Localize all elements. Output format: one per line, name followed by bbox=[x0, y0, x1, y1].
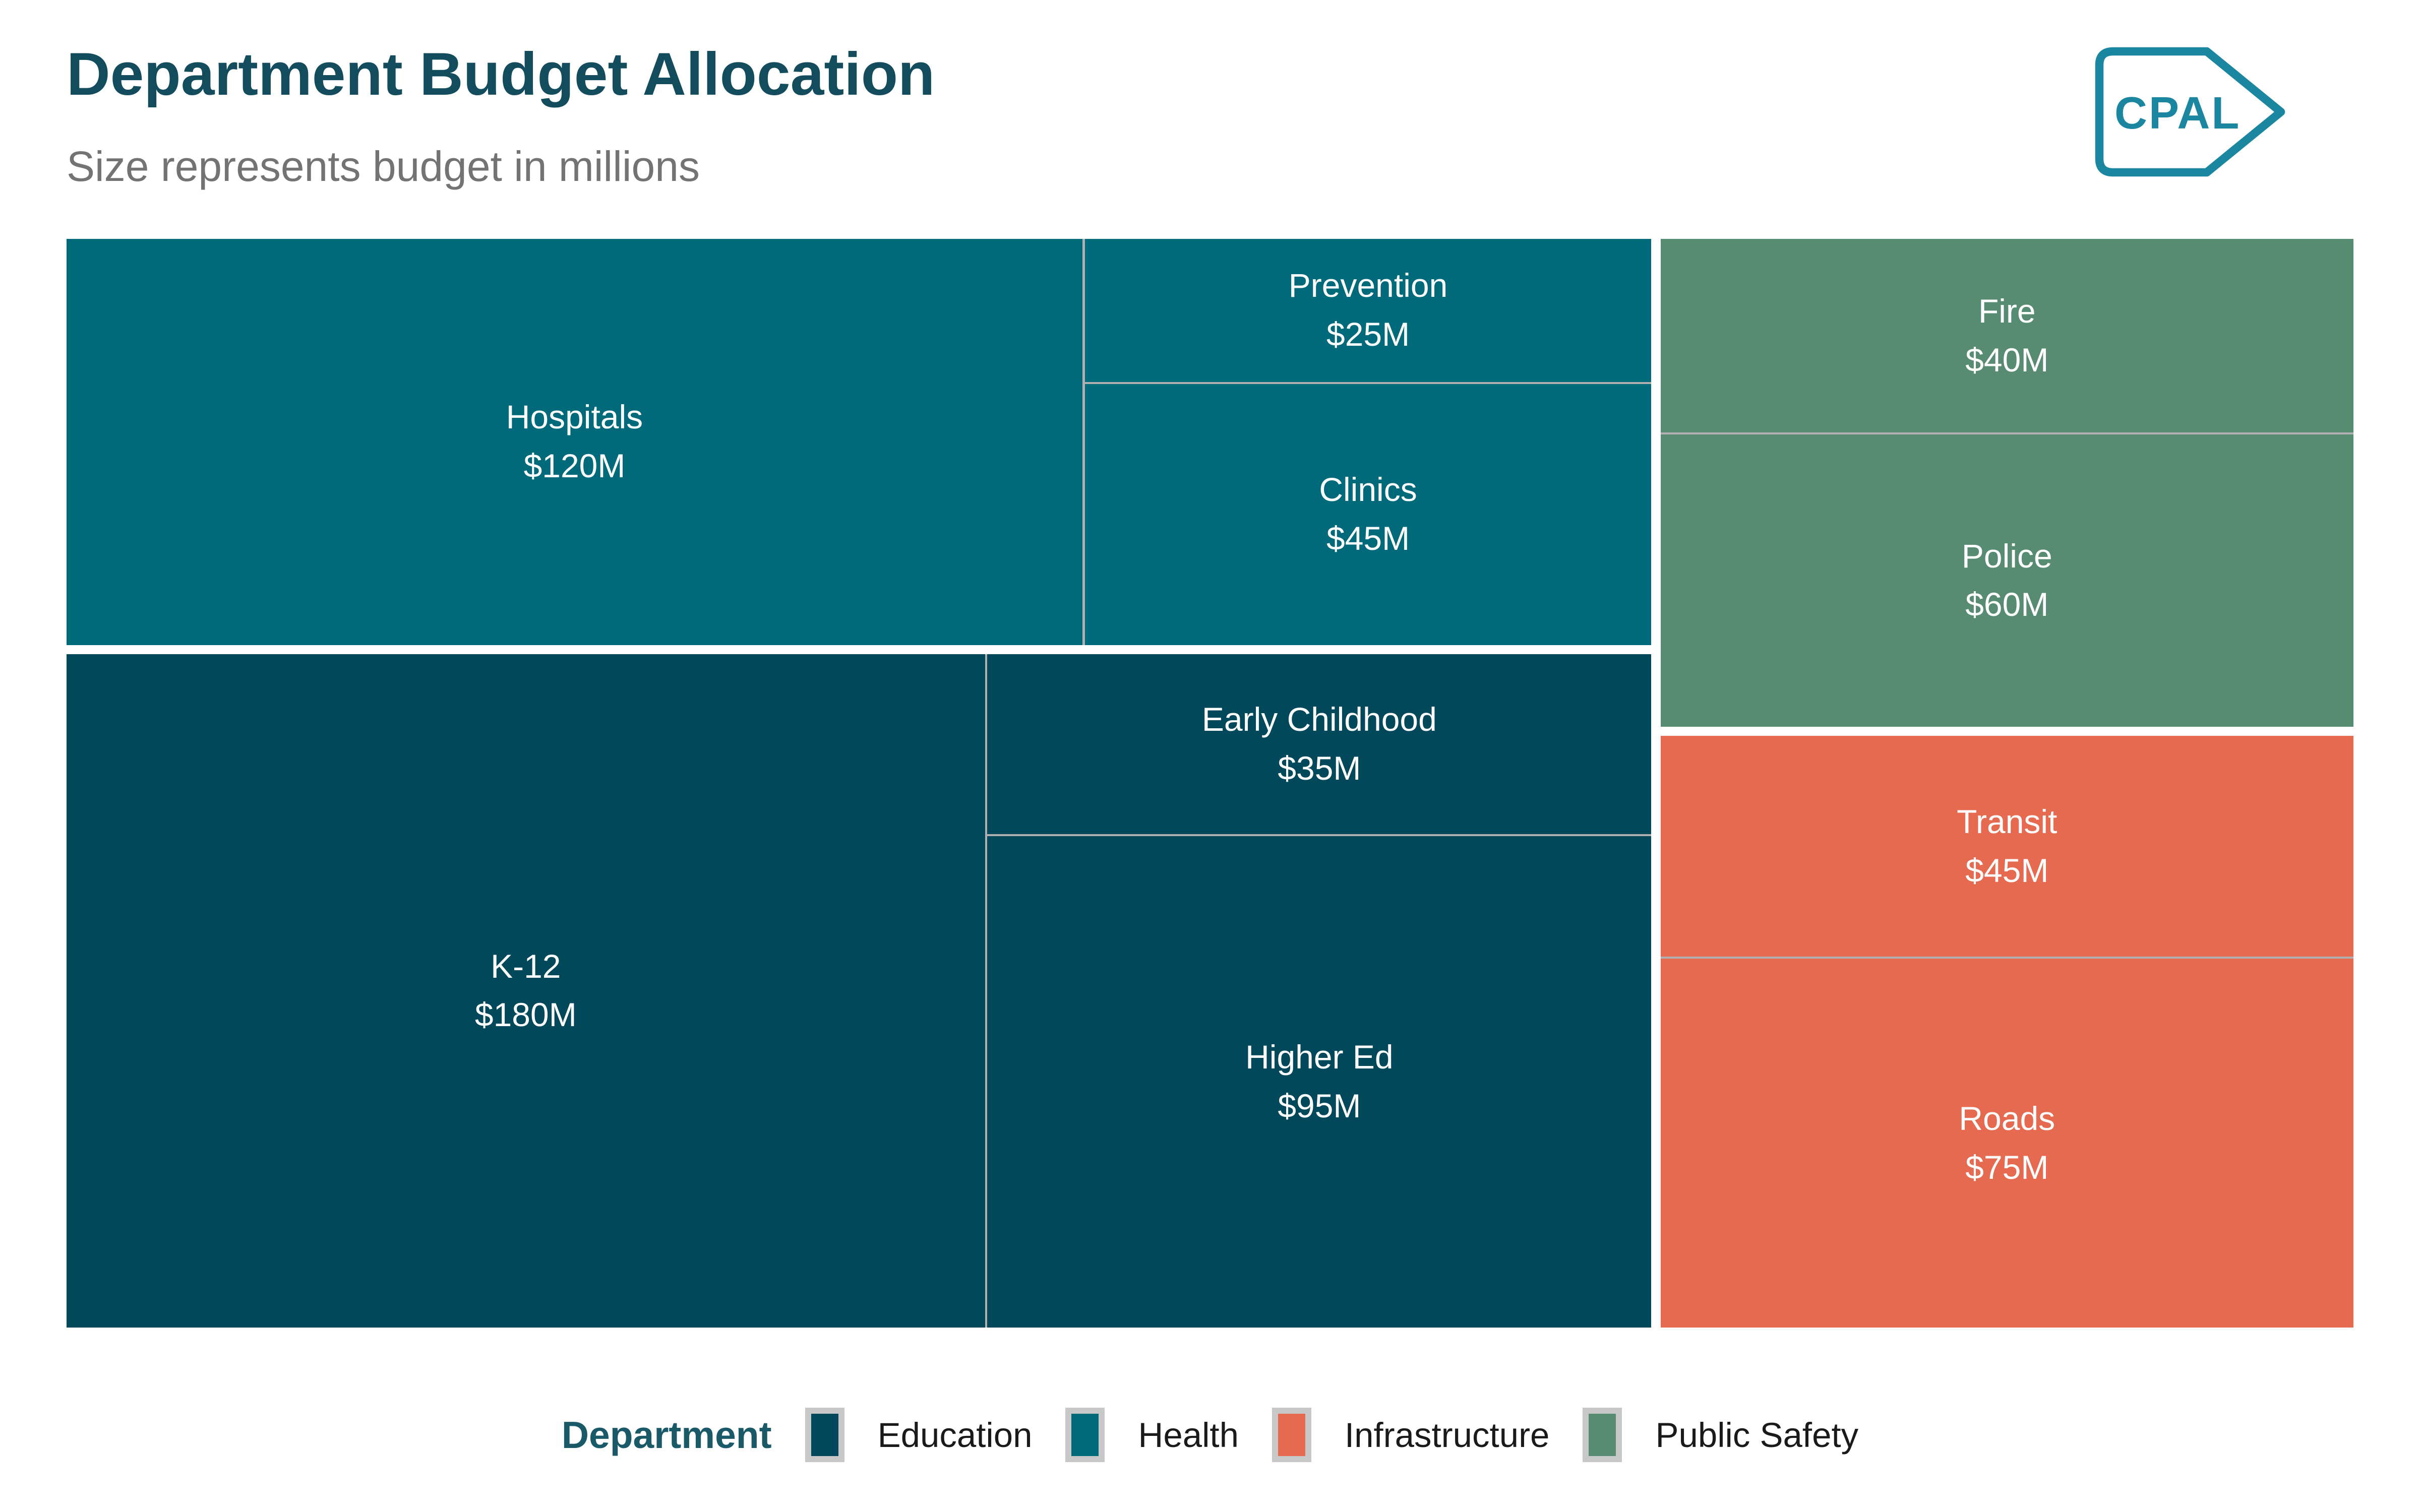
cell-label: Fire bbox=[1978, 292, 2036, 330]
legend-label: Infrastructure bbox=[1344, 1415, 1550, 1455]
page-title: Department Budget Allocation bbox=[67, 40, 935, 108]
treemap-cell-k-12: K-12 $180M bbox=[67, 654, 985, 1328]
cell-label: Transit bbox=[1957, 802, 2058, 840]
legend-swatch-education bbox=[805, 1408, 844, 1462]
cpal-logo-arrow-icon bbox=[2095, 47, 2285, 177]
legend-swatch-health bbox=[1065, 1408, 1105, 1462]
cell-label: Police bbox=[1961, 537, 2052, 575]
legend: Department Education Health Infrastructure… bbox=[0, 1399, 2420, 1471]
treemap-group-public-safety: Fire $40M Police $60M bbox=[1660, 239, 2353, 727]
cell-value: $45M bbox=[1326, 520, 1410, 557]
treemap-cell-police: Police $60M bbox=[1660, 434, 2353, 727]
legend-item-infrastructure: Infrastructure bbox=[1272, 1408, 1550, 1462]
legend-item-education: Education bbox=[805, 1408, 1033, 1462]
cell-label: K-12 bbox=[491, 947, 561, 985]
legend-title: Department bbox=[561, 1414, 772, 1456]
cell-label: Hospitals bbox=[506, 398, 643, 436]
legend-item-health: Health bbox=[1065, 1408, 1239, 1462]
cell-label: Prevention bbox=[1288, 267, 1448, 304]
treemap-cell-hospitals: Hospitals $120M bbox=[67, 239, 1082, 645]
legend-label: Education bbox=[877, 1415, 1033, 1455]
legend-swatch-infrastructure bbox=[1272, 1408, 1311, 1462]
legend-label: Public Safety bbox=[1655, 1415, 1859, 1455]
legend-swatch-public-safety bbox=[1583, 1408, 1622, 1462]
cell-label: Higher Ed bbox=[1245, 1038, 1394, 1076]
cell-value: $45M bbox=[1965, 851, 2049, 889]
treemap-cell-higher-ed: Higher Ed $95M bbox=[987, 836, 1652, 1328]
treemap-group-health: Hospitals $120M Prevention $25M Clinics $45M bbox=[67, 239, 1652, 645]
treemap-cell-roads: Roads $75M bbox=[1660, 959, 2353, 1328]
cell-value: $35M bbox=[1278, 749, 1361, 787]
cell-label: Clinics bbox=[1319, 471, 1417, 509]
cell-label: Early Childhood bbox=[1201, 700, 1437, 738]
treemap-group-infrastructure: Transit $45M Roads $75M bbox=[1660, 735, 2353, 1328]
treemap: Hospitals $120M Prevention $25M Clinics $45M K… bbox=[67, 239, 2353, 1328]
page-subtitle: Size represents budget in millions bbox=[67, 143, 700, 190]
treemap-cell-clinics: Clinics $45M bbox=[1084, 384, 1652, 645]
cpal-logo-text: CPAL bbox=[2114, 88, 2241, 139]
treemap-cell-early-childhood: Early Childhood $35M bbox=[987, 654, 1652, 834]
cell-value: $75M bbox=[1965, 1148, 2049, 1186]
legend-item-public-safety: Public Safety bbox=[1583, 1408, 1858, 1462]
cell-label: Roads bbox=[1959, 1099, 2055, 1137]
treemap-cell-fire: Fire $40M bbox=[1660, 239, 2353, 433]
cell-value: $120M bbox=[523, 447, 626, 485]
cell-value: $95M bbox=[1278, 1087, 1361, 1124]
legend-label: Health bbox=[1138, 1415, 1239, 1455]
treemap-cell-prevention: Prevention $25M bbox=[1084, 239, 1652, 382]
cpal-logo: CPAL bbox=[2095, 47, 2285, 177]
treemap-cell-transit: Transit $45M bbox=[1660, 735, 2353, 957]
cell-value: $40M bbox=[1965, 341, 2049, 379]
cell-value: $25M bbox=[1326, 316, 1410, 353]
cell-value: $60M bbox=[1965, 586, 2049, 623]
treemap-group-education: K-12 $180M Early Childhood $35M Higher Ed $95… bbox=[67, 654, 1652, 1328]
cell-value: $180M bbox=[474, 996, 577, 1034]
